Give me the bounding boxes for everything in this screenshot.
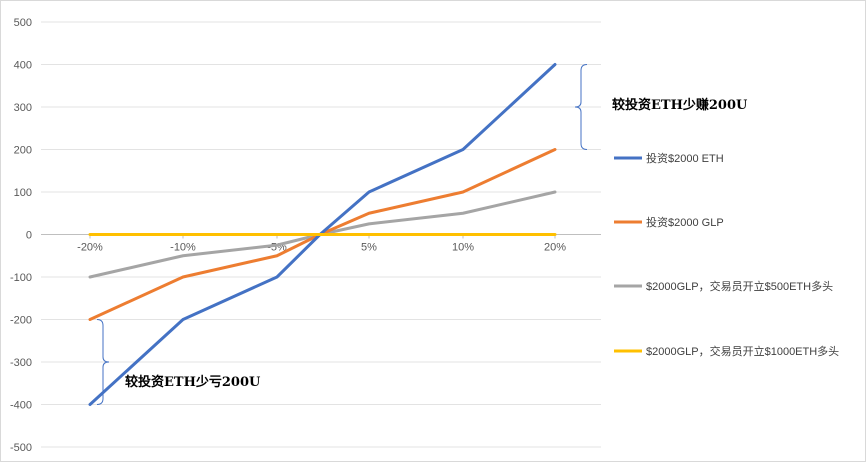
- x-tick-label: 5%: [361, 242, 377, 254]
- y-tick-label: 0: [26, 230, 32, 242]
- annotation-bracket: [96, 319, 110, 405]
- annotation-label: 较投资ETH少赚200U: [612, 97, 748, 113]
- y-tick-label: -200: [10, 315, 32, 327]
- legend-label: $2000GLP，交易员开立$1000ETH多头: [646, 344, 839, 358]
- y-tick-label: -100: [10, 272, 32, 284]
- y-tick-label: 200: [14, 145, 32, 157]
- y-tick-label: -400: [10, 400, 32, 412]
- y-tick-label: 100: [14, 187, 32, 199]
- legend-label: 投资$2000 GLP: [646, 215, 724, 229]
- y-tick-label: -500: [10, 442, 32, 454]
- legend-label: 投资$2000 ETH: [646, 151, 724, 165]
- x-tick-label: -10%: [170, 242, 196, 254]
- annotation-label: 较投资ETH少亏200U: [125, 374, 261, 390]
- y-tick-label: 500: [14, 17, 32, 29]
- x-tick-label: -20%: [77, 242, 103, 254]
- legend-label: $2000GLP，交易员开立$500ETH多头: [646, 279, 833, 293]
- y-tick-label: 300: [14, 102, 32, 114]
- x-tick-label: 10%: [452, 242, 474, 254]
- y-tick-label: -300: [10, 357, 32, 369]
- x-tick-label: 20%: [544, 242, 566, 254]
- y-tick-label: 400: [14, 60, 32, 72]
- annotation-bracket: [574, 64, 588, 150]
